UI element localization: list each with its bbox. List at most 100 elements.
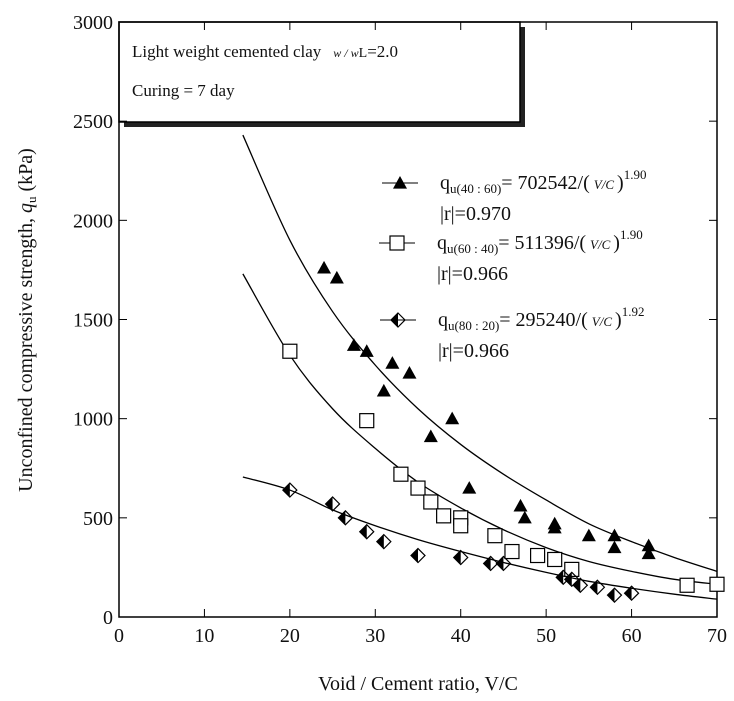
legend-part: u(80 : 20) <box>448 318 499 333</box>
point-outline <box>390 312 406 328</box>
point <box>324 496 341 512</box>
legend-part: q <box>437 232 447 254</box>
point-half <box>338 510 346 525</box>
point-outline <box>358 523 375 540</box>
point <box>385 356 400 369</box>
point <box>563 571 580 588</box>
point-half <box>590 580 598 595</box>
point <box>402 366 417 379</box>
point-half <box>556 570 564 585</box>
legend-marker <box>390 312 406 328</box>
point <box>572 577 589 594</box>
point <box>376 383 391 397</box>
y-tick-label: 500 <box>83 508 113 530</box>
point <box>547 520 562 534</box>
legend-part: = 511396/( <box>498 232 586 254</box>
point-outline <box>337 509 354 526</box>
point-half <box>391 313 398 327</box>
point <box>436 508 452 524</box>
point-half <box>453 550 461 565</box>
fit-curve <box>242 134 718 573</box>
legend-part: V/C <box>592 314 613 329</box>
legend-label: qu(80 : 20)= 295240/( V/C)1.92 <box>438 304 644 333</box>
legend-part: q <box>440 172 450 194</box>
point-outline <box>589 579 606 596</box>
annotation: Light weight cemented clay w / wL=2.0 <box>132 42 398 61</box>
point-half <box>564 572 572 587</box>
annotation: Curing = 7 day <box>132 81 235 100</box>
legend-marker <box>393 176 407 189</box>
point <box>641 546 656 560</box>
y-tick-label: 3000 <box>73 12 113 34</box>
point-half <box>496 556 504 571</box>
point-half <box>359 524 367 539</box>
point <box>452 549 469 566</box>
point-half <box>607 588 615 603</box>
legend-part: ) <box>615 309 622 331</box>
point <box>623 585 640 602</box>
point <box>547 551 563 568</box>
legend-r: |r|=0.970 <box>440 203 511 225</box>
legend-part: q <box>438 309 448 331</box>
point <box>453 518 469 534</box>
point <box>423 494 439 510</box>
point <box>581 528 596 542</box>
point <box>282 343 298 359</box>
x-tick-label: 70 <box>707 625 727 647</box>
point <box>482 555 499 572</box>
legend-part: = 295240/( <box>499 309 588 331</box>
point <box>607 528 622 542</box>
legend-marker <box>389 235 405 251</box>
y-tick-label: 2500 <box>73 111 113 133</box>
legend-part: = 702542/( <box>501 172 590 194</box>
legend-part: ) <box>617 172 624 194</box>
legend-part: V/C <box>594 177 615 192</box>
point <box>423 429 438 443</box>
legend-r: |r|=0.966 <box>438 340 509 362</box>
point-outline <box>606 587 623 604</box>
point <box>487 528 503 544</box>
x-tick-label: 50 <box>536 625 556 647</box>
point <box>517 510 532 524</box>
point-outline <box>563 571 580 588</box>
point <box>346 338 361 351</box>
point-outline <box>410 547 426 564</box>
point-outline <box>452 549 469 566</box>
legend-part: u(40 : 60) <box>450 181 501 196</box>
point <box>375 533 392 550</box>
point <box>679 577 695 593</box>
x-tick-label: 0 <box>114 625 124 647</box>
legend-part: 1.92 <box>622 304 645 319</box>
point <box>359 344 374 357</box>
point <box>445 411 460 425</box>
point-half <box>483 556 491 571</box>
point <box>709 576 725 592</box>
point <box>504 543 520 560</box>
point <box>495 555 512 572</box>
legend-label: qu(60 : 40)= 511396/(V/C)1.90 <box>437 227 643 256</box>
point <box>607 540 622 554</box>
x-axis-label: Void / Cement ratio, V/C <box>318 673 518 695</box>
point <box>317 260 332 274</box>
fit-curve <box>242 273 718 585</box>
x-tick-label: 20 <box>280 625 300 647</box>
y-tick-label: 1500 <box>73 310 113 332</box>
x-tick-label: 30 <box>365 625 385 647</box>
legend-part: 1.90 <box>624 167 647 182</box>
legend-part: ) <box>613 232 620 254</box>
point-outline <box>482 555 499 572</box>
point <box>641 538 656 552</box>
x-tick-label: 40 <box>451 625 471 647</box>
point-outline <box>555 569 572 586</box>
y-axis-label: Unconfined compressive strength, qu (kPa… <box>15 148 39 492</box>
y-tick-label: 0 <box>103 607 113 629</box>
point-half <box>376 534 384 549</box>
point <box>529 547 546 564</box>
y-tick-label: 2000 <box>73 210 113 232</box>
annotation-box <box>118 21 521 123</box>
legend-part: u(60 : 40) <box>447 241 498 256</box>
point-half <box>624 586 632 601</box>
legend-r: |r|=0.966 <box>437 263 508 285</box>
point-outline <box>375 533 392 550</box>
